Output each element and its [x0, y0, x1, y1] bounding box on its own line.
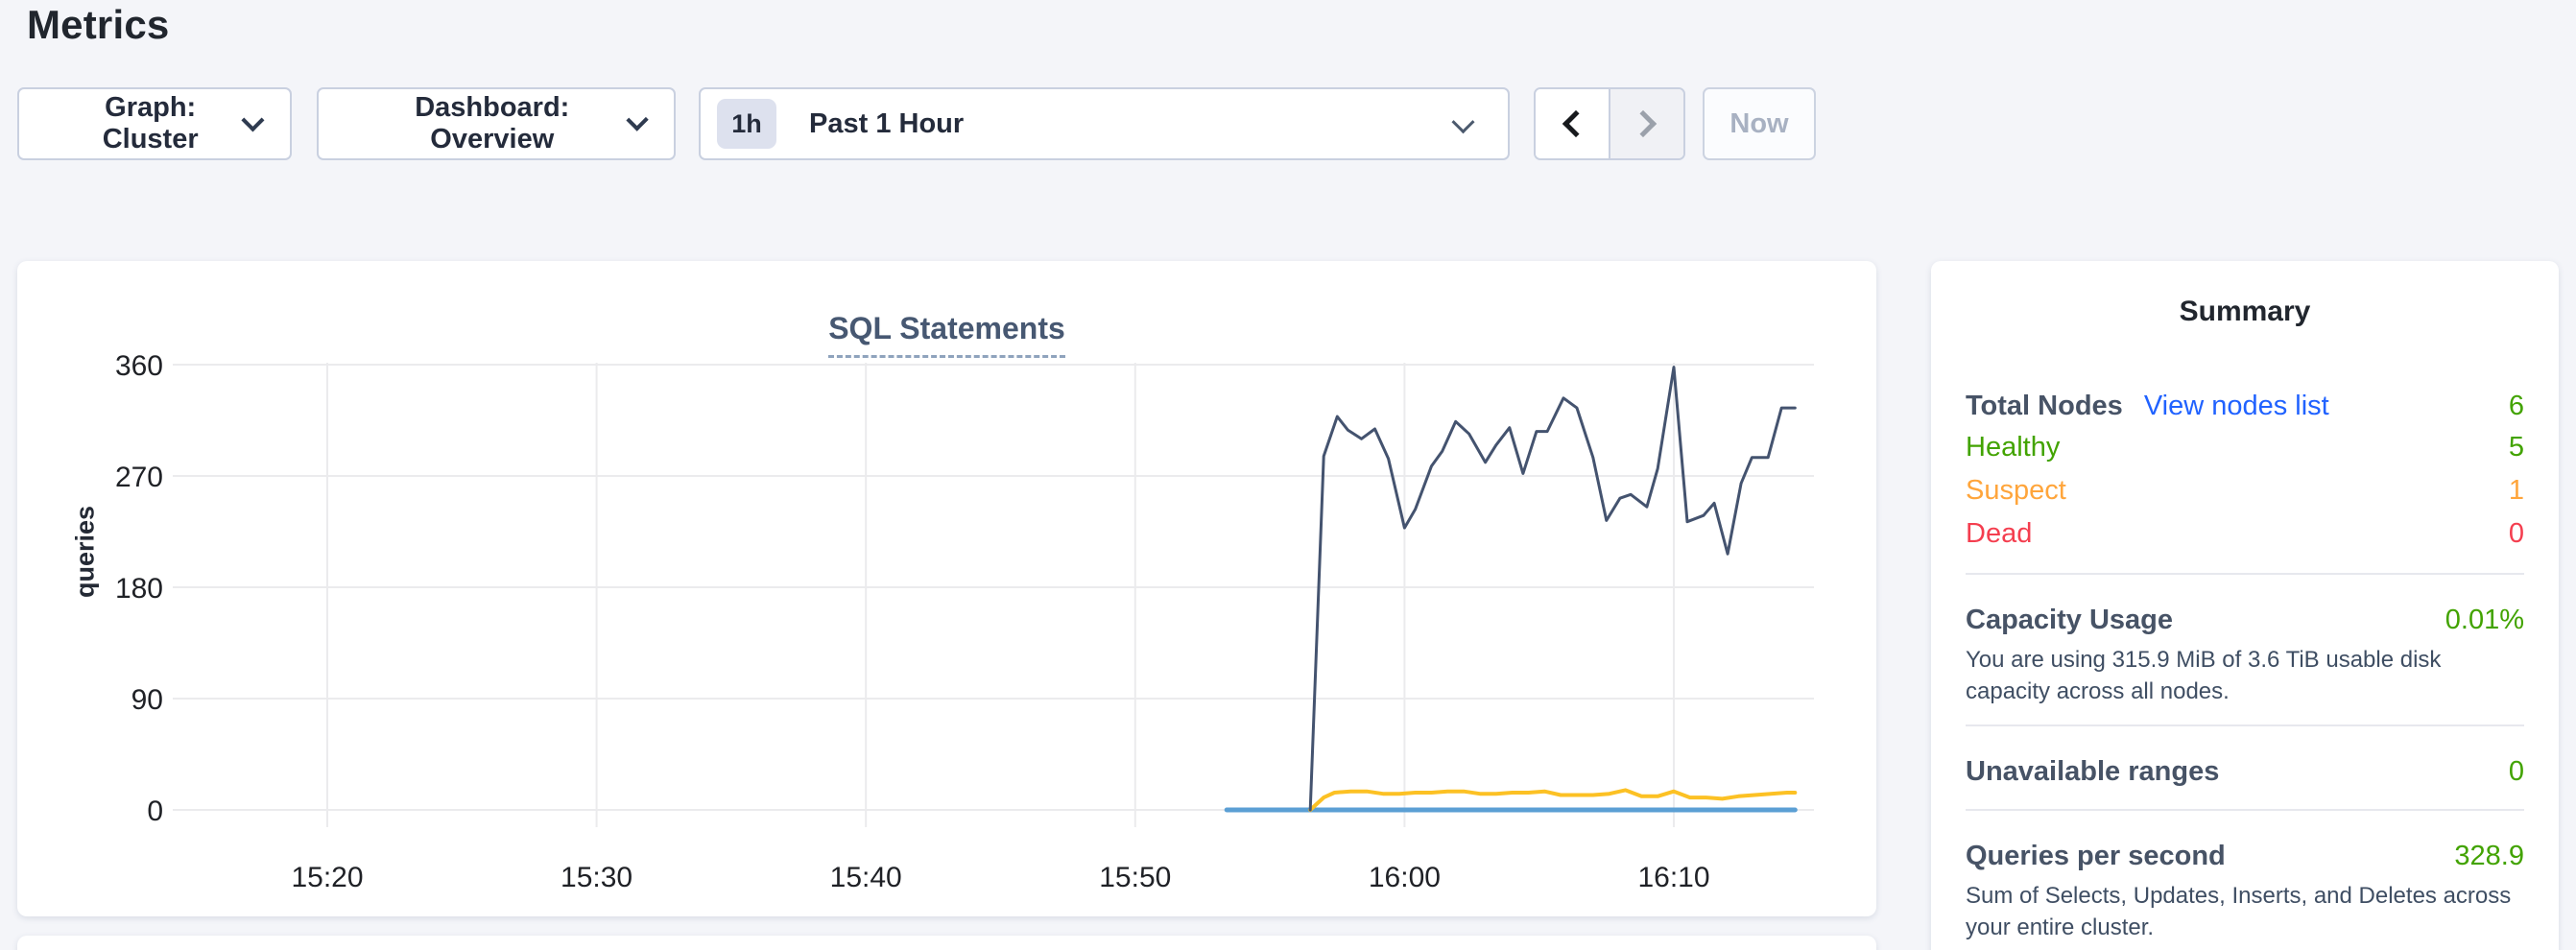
capacity-usage-description: You are using 315.9 MiB of 3.6 TiB usabl… — [1966, 647, 2442, 704]
suspect-label: Suspect — [1966, 475, 2066, 506]
capacity-usage-row: Capacity Usage 0.01% — [1966, 600, 2524, 640]
sql-statements-chart-card: SQL Statements queries 0 90 180 270 360 15:20… — [17, 261, 1876, 916]
time-window-label: Past 1 Hour — [809, 107, 965, 139]
svg-text:15:40: 15:40 — [830, 862, 902, 893]
queries-per-second-row: Queries per second 328.9 — [1966, 836, 2524, 876]
prev-time-button[interactable] — [1536, 89, 1609, 158]
dashboard-dropdown-label: Dashboard: Overview — [415, 92, 570, 154]
svg-text:15:50: 15:50 — [1099, 862, 1171, 893]
time-window-badge: 1h — [717, 99, 776, 149]
healthy-nodes-row: Healthy 5 — [1966, 426, 2524, 469]
svg-text:16:00: 16:00 — [1369, 862, 1441, 893]
total-nodes-label: Total Nodes — [1966, 390, 2123, 421]
capacity-usage-label: Capacity Usage — [1966, 604, 2173, 635]
divider — [1966, 573, 2524, 575]
dead-label: Dead — [1966, 518, 2033, 549]
suspect-value: 1 — [2508, 475, 2524, 506]
suspect-nodes-row: Suspect 1 — [1966, 469, 2524, 512]
queries-per-second-value: 328.9 — [2454, 840, 2524, 871]
svg-text:16:10: 16:10 — [1637, 862, 1709, 893]
svg-text:270: 270 — [115, 462, 163, 493]
healthy-value: 5 — [2508, 432, 2524, 463]
capacity-usage-value: 0.01% — [2445, 604, 2524, 635]
next-time-button[interactable] — [1609, 89, 1683, 158]
svg-text:0: 0 — [147, 796, 163, 827]
dead-value: 0 — [2508, 518, 2524, 549]
graph-dropdown[interactable]: Graph: Cluster — [17, 87, 292, 160]
graph-dropdown-label: Graph: Cluster — [102, 92, 199, 154]
line-chart[interactable]: 0 90 180 270 360 15:20 15:30 15:40 15:50 16:00 16:… — [17, 261, 1876, 916]
svg-text:15:30: 15:30 — [561, 862, 632, 893]
dead-nodes-row: Dead 0 — [1966, 512, 2524, 556]
time-window-dropdown[interactable]: 1h Past 1 Hour — [699, 87, 1510, 160]
toolbar: Graph: Cluster Dashboard: Overview 1h Pa… — [17, 87, 1816, 160]
page-title: Metrics — [27, 2, 170, 47]
svg-text:90: 90 — [131, 684, 163, 716]
queries-per-second-description: Sum of Selects, Updates, Inserts, and De… — [1966, 883, 2512, 940]
total-nodes-value: 6 — [2508, 390, 2524, 421]
summary-title: Summary — [2179, 296, 2311, 327]
summary-panel: Summary Total Nodes View nodes list 6 He… — [1931, 261, 2559, 950]
chevron-right-icon — [1629, 109, 1658, 138]
chart-title-row: SQL Statements — [17, 311, 1876, 358]
queries-per-second-label: Queries per second — [1966, 840, 2226, 871]
chevron-left-icon — [1562, 109, 1590, 138]
now-button[interactable]: Now — [1703, 87, 1816, 160]
divider — [1966, 724, 2524, 726]
next-chart-card — [17, 936, 1876, 950]
divider — [1966, 809, 2524, 811]
chevron-down-icon — [1451, 110, 1475, 134]
time-step-buttons — [1534, 87, 1685, 160]
unavailable-ranges-value: 0 — [2508, 755, 2524, 787]
total-nodes-row: Total Nodes View nodes list 6 — [1966, 386, 2524, 426]
view-nodes-list-link[interactable]: View nodes list — [2143, 390, 2329, 421]
healthy-label: Healthy — [1966, 432, 2061, 463]
unavailable-ranges-label: Unavailable ranges — [1966, 755, 2220, 787]
chart-title[interactable]: SQL Statements — [828, 311, 1065, 358]
svg-text:360: 360 — [115, 350, 163, 382]
svg-text:15:20: 15:20 — [291, 862, 363, 893]
unavailable-ranges-row: Unavailable ranges 0 — [1966, 751, 2524, 792]
dashboard-dropdown[interactable]: Dashboard: Overview — [317, 87, 676, 160]
svg-text:180: 180 — [115, 573, 163, 605]
